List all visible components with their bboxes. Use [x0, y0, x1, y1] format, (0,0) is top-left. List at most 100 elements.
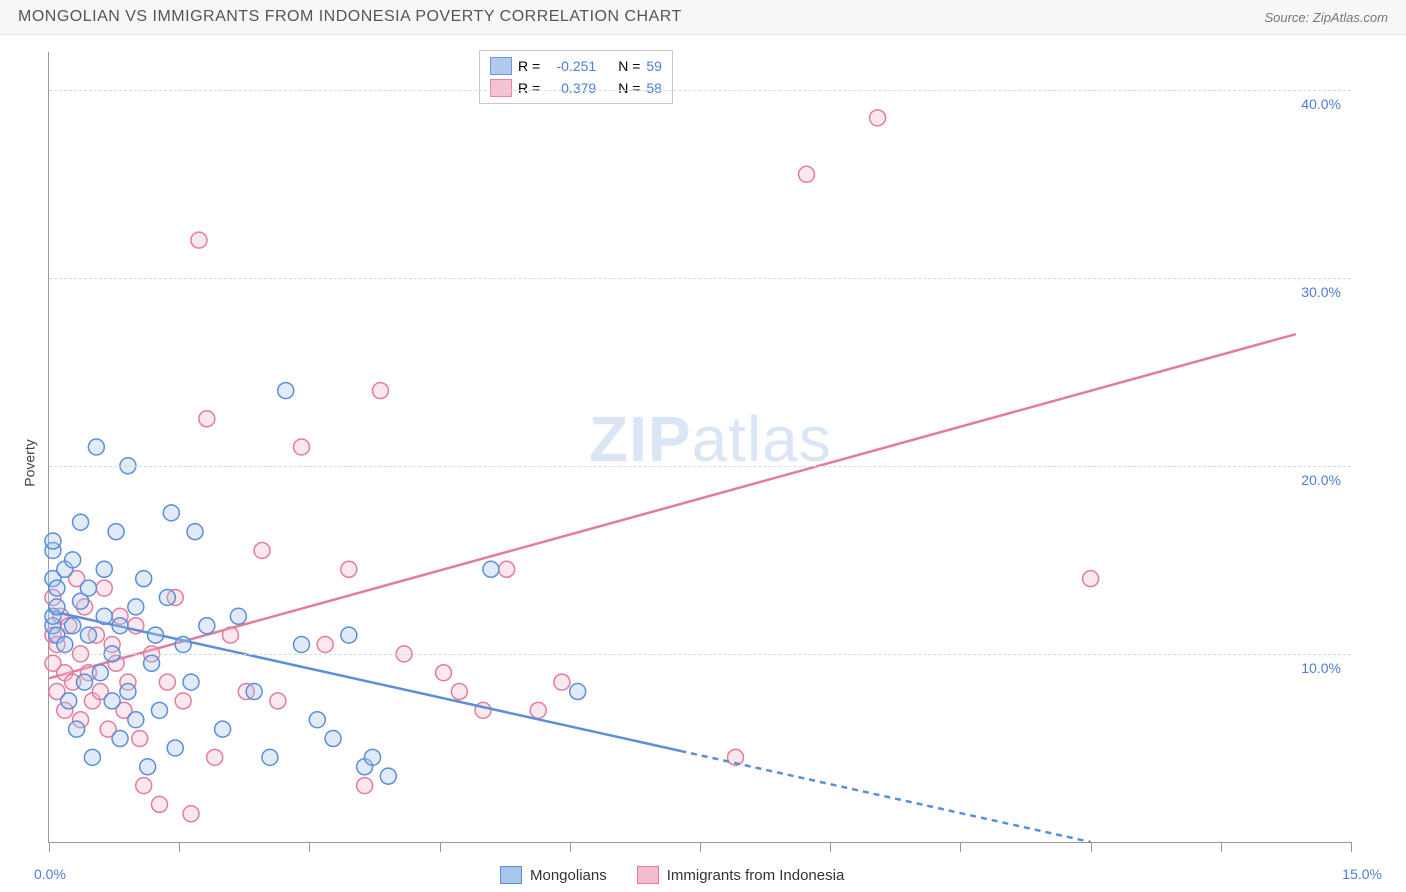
mongolians-point	[77, 674, 93, 690]
legend-item-indonesians: Immigrants from Indonesia	[637, 866, 845, 884]
mongolians-point	[341, 627, 357, 643]
gridline	[49, 654, 1351, 655]
mongolians-point	[380, 768, 396, 784]
mongolians-point	[278, 383, 294, 399]
indonesians-point	[207, 749, 223, 765]
y-tick-label: 20.0%	[1301, 472, 1341, 488]
x-axis-min-label: 0.0%	[34, 866, 66, 882]
indonesians-point	[254, 542, 270, 558]
mongolians-point	[128, 599, 144, 615]
mongolians-point	[294, 637, 310, 653]
mongolians-point	[73, 514, 89, 530]
indonesians-point	[372, 383, 388, 399]
mongolians-point	[187, 524, 203, 540]
x-tick	[700, 842, 701, 852]
mongolians-point	[69, 721, 85, 737]
mongolians-point	[45, 533, 61, 549]
mongolians-point	[309, 712, 325, 728]
mongolians-point	[112, 618, 128, 634]
indonesians-point	[270, 693, 286, 709]
mongolians-point	[151, 702, 167, 718]
y-axis-label: Poverty	[22, 439, 38, 486]
x-tick	[179, 842, 180, 852]
mongolians-point	[183, 674, 199, 690]
gridline	[49, 90, 1351, 91]
gridline	[49, 278, 1351, 279]
stats-row: R = -0.251 N = 59	[490, 55, 662, 77]
x-tick	[1351, 842, 1352, 852]
mongolians-point	[112, 731, 128, 747]
y-tick-label: 40.0%	[1301, 96, 1341, 112]
mongolians-point	[88, 439, 104, 455]
mongolians-point	[140, 759, 156, 775]
indonesians-point	[175, 693, 191, 709]
mongolians-regression-line	[49, 611, 680, 751]
scatter-svg	[49, 52, 1351, 842]
mongolians-regression-dashed	[680, 751, 1090, 842]
mongolians-point	[65, 618, 81, 634]
mongolians-point	[365, 749, 381, 765]
mongolians-point	[96, 561, 112, 577]
mongolians-point	[80, 627, 96, 643]
mongolians-point	[230, 608, 246, 624]
mongolians-point	[175, 637, 191, 653]
stats-row: R = 0.379 N = 58	[490, 77, 662, 99]
legend-item-mongolians: Mongolians	[500, 866, 607, 884]
x-tick	[830, 842, 831, 852]
indonesians-regression-line	[49, 334, 1296, 678]
indonesians-point	[357, 778, 373, 794]
indonesians-point	[222, 627, 238, 643]
indonesians-point	[317, 637, 333, 653]
mongolians-point	[92, 665, 108, 681]
swatch-indonesians	[637, 866, 659, 884]
chart-source: Source: ZipAtlas.com	[1264, 10, 1388, 25]
plot-area: ZIPatlas R = -0.251 N = 59 R = 0.379 N =…	[48, 52, 1351, 843]
mongolians-point	[104, 693, 120, 709]
mongolians-point	[570, 684, 586, 700]
mongolians-point	[49, 599, 65, 615]
mongolians-point	[246, 684, 262, 700]
indonesians-point	[799, 166, 815, 182]
chart-title: MONGOLIAN VS IMMIGRANTS FROM INDONESIA P…	[18, 8, 682, 26]
indonesians-point	[451, 684, 467, 700]
swatch-mongolians	[500, 866, 522, 884]
mongolians-point	[163, 505, 179, 521]
mongolians-point	[61, 693, 77, 709]
x-tick	[960, 842, 961, 852]
stats-legend: R = -0.251 N = 59 R = 0.379 N = 58	[479, 50, 673, 104]
indonesians-point	[530, 702, 546, 718]
indonesians-point	[191, 232, 207, 248]
indonesians-point	[499, 561, 515, 577]
mongolians-point	[65, 552, 81, 568]
mongolians-point	[215, 721, 231, 737]
y-tick-label: 30.0%	[1301, 284, 1341, 300]
mongolians-point	[84, 749, 100, 765]
indonesians-point	[870, 110, 886, 126]
x-tick	[1091, 842, 1092, 852]
mongolians-point	[167, 740, 183, 756]
x-tick	[49, 842, 50, 852]
indonesians-point	[294, 439, 310, 455]
mongolians-point	[108, 524, 124, 540]
mongolians-point	[136, 571, 152, 587]
x-tick	[309, 842, 310, 852]
indonesians-point	[132, 731, 148, 747]
x-tick	[440, 842, 441, 852]
mongolians-point	[325, 731, 341, 747]
gridline	[49, 466, 1351, 467]
mongolians-point	[262, 749, 278, 765]
plot-container: Poverty ZIPatlas R = -0.251 N = 59 R = 0…	[0, 34, 1406, 892]
mongolians-point	[80, 580, 96, 596]
mongolians-point	[49, 580, 65, 596]
indonesians-point	[96, 580, 112, 596]
stats-swatch	[490, 79, 512, 97]
mongolians-point	[57, 637, 73, 653]
indonesians-point	[159, 674, 175, 690]
indonesians-point	[199, 411, 215, 427]
y-tick-label: 10.0%	[1301, 660, 1341, 676]
x-tick	[1221, 842, 1222, 852]
series-legend: Mongolians Immigrants from Indonesia	[500, 866, 844, 884]
mongolians-point	[128, 712, 144, 728]
mongolians-point	[483, 561, 499, 577]
indonesians-point	[183, 806, 199, 822]
